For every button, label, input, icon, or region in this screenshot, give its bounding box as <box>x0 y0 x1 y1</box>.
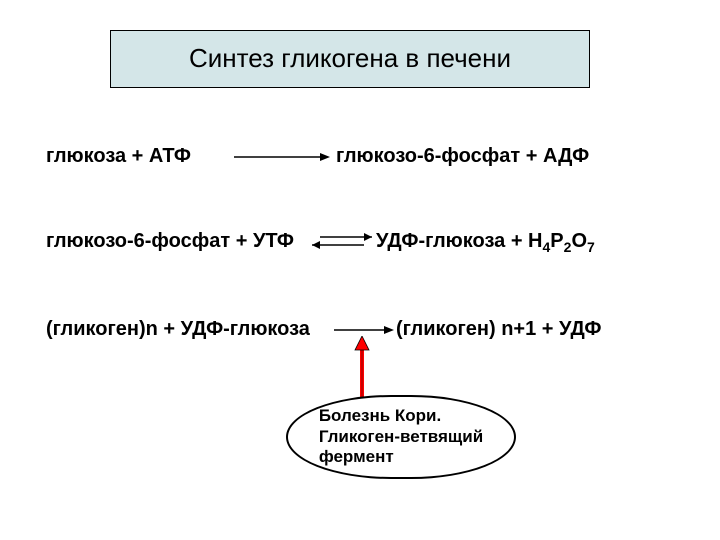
page-title: Синтез гликогена в печени <box>111 31 589 86</box>
arrow-right-3 <box>334 323 394 337</box>
arrow-double-2 <box>312 232 372 250</box>
callout-arrow-icon <box>352 336 372 400</box>
title-box: Синтез гликогена в печени <box>110 30 590 88</box>
callout-box: Болезнь Кори. Гликоген-ветвящий фермент <box>286 395 516 479</box>
reaction-1-left: глюкоза + АТФ <box>46 145 191 168</box>
callout-line-2: Гликоген-ветвящий <box>319 427 483 446</box>
reaction-3-left: (гликоген)n + УДФ-глюкоза <box>46 318 310 341</box>
callout-line-3: фермент <box>319 447 394 466</box>
callout-line-1: Болезнь Кори. <box>319 406 441 425</box>
arrow-right-1 <box>234 150 330 164</box>
reaction-3-right: (гликоген) n+1 + УДФ <box>396 318 602 341</box>
reaction-2-right: УДФ-глюкоза + Н4Р2О7 <box>376 230 595 255</box>
callout-text: Болезнь Кори. Гликоген-ветвящий фермент <box>303 398 499 475</box>
reaction-2-left: глюкозо-6-фосфат + УТФ <box>46 230 294 253</box>
reaction-1-right: глюкозо-6-фосфат + АДФ <box>336 145 589 168</box>
